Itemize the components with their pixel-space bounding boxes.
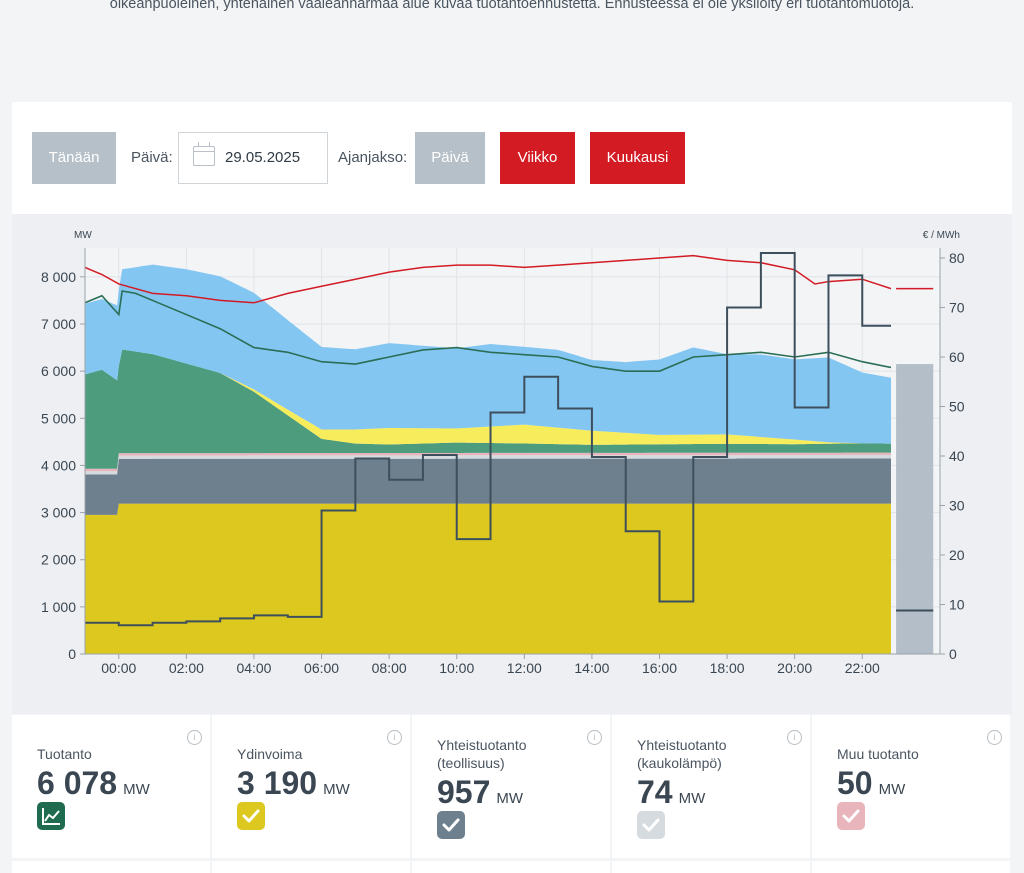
- card-nuclear: i Ydinvoima 3 190 MW: [212, 715, 410, 858]
- left-axis-unit: MW: [74, 230, 92, 241]
- left-tick-label: 3 000: [41, 505, 76, 521]
- forecast-area: [896, 364, 934, 654]
- x-tick-label: 20:00: [777, 660, 812, 676]
- card-value: 957 MW: [437, 774, 524, 810]
- card-value: 3 190 MW: [237, 765, 350, 801]
- x-tick-label: 10:00: [439, 660, 474, 676]
- left-tick-label: 7 000: [41, 316, 76, 332]
- card-title: Muu tuotanto: [837, 746, 919, 762]
- x-tick-label: 22:00: [845, 660, 880, 676]
- right-axis-unit: € / MWh: [923, 230, 960, 241]
- area-nuclear: [85, 503, 891, 654]
- info-icon[interactable]: i: [187, 730, 202, 745]
- chart-panel: MW € / MWh 0 1 000 2 000 3 000 4 000 5 000 6 000…: [12, 214, 1012, 714]
- right-tick-label: 10: [949, 597, 965, 613]
- right-tick-label: 20: [949, 547, 965, 563]
- card-value: 74 MW: [637, 774, 706, 810]
- x-tick-label: 14:00: [574, 660, 609, 676]
- period-day-button[interactable]: Päivä: [415, 132, 485, 184]
- card-title: Yhteistuotanto (kaukolämpö): [637, 737, 727, 771]
- area-chp_industry: [85, 458, 891, 515]
- area-other: [85, 452, 891, 472]
- production-chart[interactable]: MW € / MWh 0 1 000 2 000 3 000 4 000 5 000 6 000…: [12, 214, 1012, 714]
- price-line: [85, 252, 891, 627]
- x-tick-label: 08:00: [372, 660, 407, 676]
- area-hydro: [85, 349, 891, 469]
- x-tick-label: 12:00: [507, 660, 542, 676]
- card-unit: MW: [678, 790, 706, 807]
- card-row-2: [212, 861, 410, 873]
- card-title: Yhteistuotanto (teollisuus): [437, 737, 527, 771]
- card-production: i Tuotanto 6 078 MW: [12, 715, 210, 858]
- card-unit: MW: [496, 790, 524, 807]
- date-label: Päivä:: [131, 149, 173, 166]
- intro-text: oikeanpuoleinen, yhtenäinen vaaleanharma…: [109, 0, 915, 12]
- card-value: 6 078 MW: [37, 765, 150, 801]
- card-chp-industry: i Yhteistuotanto (teollisuus) 957 MW: [412, 715, 610, 858]
- period-label: Ajanjakso:: [338, 149, 408, 166]
- consumption-line: [84, 254, 892, 304]
- calendar-icon: [193, 142, 215, 166]
- card-unit: MW: [878, 781, 906, 798]
- right-tick-label: 80: [949, 250, 965, 266]
- summary-cards: i Tuotanto 6 078 MW i Ydinvoima 3 190 MW i…: [12, 715, 1012, 873]
- chart-controls: Tänään Päivä: 29.05.2025 Ajanjakso: Päiv…: [12, 102, 1012, 214]
- today-button[interactable]: Tänään: [32, 132, 116, 184]
- card-unit: MW: [123, 781, 150, 798]
- card-chp-district: i Yhteistuotanto (kaukolämpö) 74 MW: [612, 715, 810, 858]
- area-wind: [85, 264, 891, 444]
- period-month-button[interactable]: Kuukausi: [590, 132, 685, 184]
- x-tick-label: 16:00: [642, 660, 677, 676]
- left-tick-label: 8 000: [41, 269, 76, 285]
- x-tick-label: 18:00: [710, 660, 745, 676]
- card-other: i Muu tuotanto 50 MW: [812, 715, 1010, 858]
- card-row-2: [812, 861, 1010, 873]
- left-tick-label: 1 000: [41, 599, 76, 615]
- info-icon[interactable]: i: [987, 730, 1002, 745]
- production-total-line: [84, 290, 892, 372]
- x-tick-label: 04:00: [236, 660, 271, 676]
- card-title: Tuotanto: [37, 746, 92, 762]
- date-value: 29.05.2025: [225, 149, 301, 166]
- date-picker[interactable]: 29.05.2025: [178, 132, 328, 184]
- right-tick-label: 30: [949, 498, 965, 514]
- card-unit: MW: [323, 781, 350, 798]
- x-tick-label: 00:00: [101, 660, 136, 676]
- card-row-2: [612, 861, 810, 873]
- period-week-button[interactable]: Viikko: [500, 132, 575, 184]
- x-tick-label: 06:00: [304, 660, 339, 676]
- card-title: Ydinvoima: [237, 746, 303, 762]
- chart-line-icon[interactable]: [37, 802, 65, 830]
- check-icon[interactable]: [437, 811, 465, 839]
- left-tick-label: 6 000: [41, 363, 76, 379]
- right-tick-label: 70: [949, 300, 965, 316]
- right-tick-label: 60: [949, 349, 965, 365]
- check-icon[interactable]: [237, 802, 265, 830]
- left-tick-label: 5 000: [41, 410, 76, 426]
- info-icon[interactable]: i: [387, 730, 402, 745]
- right-tick-label: 40: [949, 448, 965, 464]
- area-chp_district: [85, 455, 891, 475]
- x-tick-label: 02:00: [169, 660, 204, 676]
- card-row-2: [12, 861, 210, 873]
- check-icon[interactable]: [837, 802, 865, 830]
- info-icon[interactable]: i: [587, 730, 602, 745]
- left-tick-label: 4 000: [41, 457, 76, 473]
- card-value: 50 MW: [837, 765, 906, 801]
- left-tick-label: 2 000: [41, 552, 76, 568]
- info-icon[interactable]: i: [787, 730, 802, 745]
- card-row-2: [412, 861, 610, 873]
- right-tick-label: 50: [949, 399, 965, 415]
- check-icon[interactable]: [637, 811, 665, 839]
- left-tick-label: 0: [68, 646, 76, 662]
- right-tick-label: 0: [949, 646, 957, 662]
